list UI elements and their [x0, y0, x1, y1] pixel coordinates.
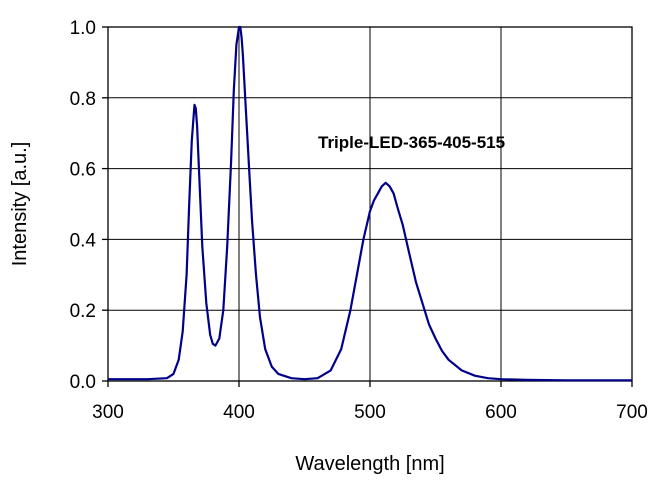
- chart-annotation: Triple-LED-365-405-515: [318, 133, 505, 152]
- x-tick-labels: 300 400 500 600 700: [92, 402, 648, 423]
- x-tick-label: 300: [92, 402, 124, 423]
- series-line-0: [108, 25, 632, 382]
- y-tick-label: 0.6: [70, 160, 96, 181]
- x-tick-label: 600: [485, 402, 517, 423]
- x-tick-label: 400: [223, 402, 255, 423]
- y-axis-label: Intensity [a.u.]: [9, 142, 31, 267]
- y-tick-label: 0.2: [70, 301, 96, 322]
- x-axis-label: Wavelength [nm]: [295, 453, 444, 475]
- y-tick-label: 0.8: [70, 89, 96, 110]
- grid: [108, 27, 632, 381]
- y-tick-label: 0.0: [70, 372, 96, 393]
- series-layer: [108, 25, 632, 382]
- x-tick-label: 700: [616, 402, 648, 423]
- y-tick-label: 0.4: [70, 230, 97, 251]
- y-tick-label: 1.0: [70, 18, 96, 39]
- y-tick-labels: 0.0 0.2 0.4 0.6 0.8 1.0: [70, 18, 97, 393]
- axis-ticks: [102, 26, 633, 387]
- x-tick-label: 500: [354, 402, 386, 423]
